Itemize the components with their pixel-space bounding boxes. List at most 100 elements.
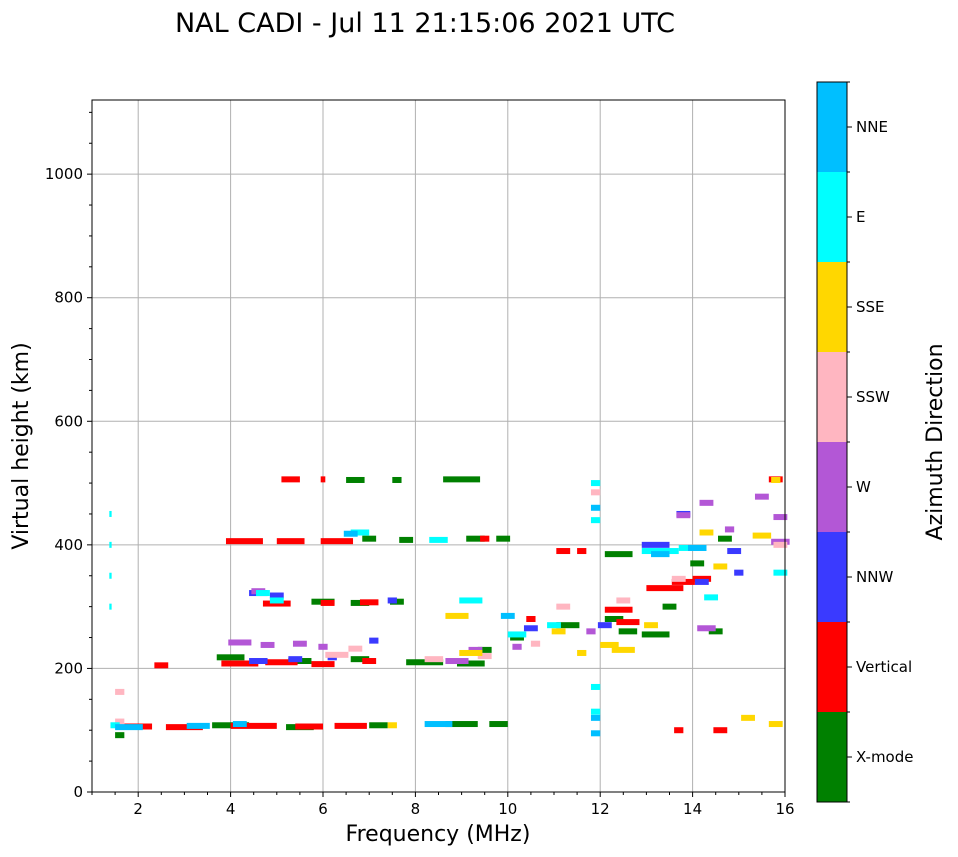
- x-tick-label: 10: [498, 800, 517, 818]
- colorbar-segment: [817, 712, 847, 802]
- data-point: [459, 597, 483, 604]
- data-point: [225, 538, 263, 545]
- data-point: [671, 575, 686, 582]
- series-ssw: [115, 489, 788, 725]
- data-point: [590, 504, 601, 511]
- data-point: [510, 634, 524, 641]
- data-point: [500, 612, 515, 619]
- data-point: [530, 640, 541, 647]
- data-point: [590, 517, 601, 524]
- data-point: [109, 541, 112, 548]
- data-point: [604, 551, 633, 558]
- plot-frame: [91, 99, 786, 793]
- data-point: [694, 578, 709, 585]
- series-sse: [387, 476, 783, 729]
- colorbar-segment: [817, 532, 847, 622]
- data-point: [556, 622, 580, 629]
- data-point: [741, 714, 755, 721]
- data-point: [269, 597, 284, 604]
- data-point: [526, 616, 536, 622]
- data-point: [523, 625, 538, 632]
- data-point: [154, 662, 169, 669]
- data-point: [641, 548, 679, 555]
- x-tick-label: 6: [318, 800, 328, 818]
- data-point: [320, 599, 335, 606]
- data-point: [265, 659, 298, 666]
- data-point: [699, 499, 714, 506]
- data-point: [232, 721, 247, 728]
- data-point: [115, 732, 125, 739]
- data-point: [362, 658, 377, 665]
- data-point: [604, 616, 624, 622]
- data-point: [468, 646, 483, 653]
- colorbar-segment: [817, 442, 847, 532]
- colorbar: X-mode Vertical NNW W SSW SSE E NNE: [816, 81, 913, 803]
- data-point: [604, 606, 633, 613]
- data-point: [611, 646, 635, 653]
- x-tick-label: 12: [591, 800, 610, 818]
- data-point: [348, 645, 363, 652]
- data-point: [551, 628, 566, 635]
- data-point: [512, 643, 522, 650]
- data-point: [641, 631, 670, 638]
- data-point: [547, 622, 561, 629]
- data-point: [359, 599, 379, 606]
- series-w: [228, 493, 790, 665]
- data-point: [477, 653, 492, 660]
- y-tick-label: 400: [54, 536, 83, 554]
- data-point: [466, 535, 485, 542]
- data-point: [392, 476, 402, 483]
- data-point: [281, 476, 300, 483]
- data-point: [590, 489, 601, 496]
- data-point: [616, 619, 640, 626]
- colorbar-segment: [817, 352, 847, 442]
- data-point: [350, 529, 370, 536]
- data-point: [586, 628, 596, 635]
- colorbar-frame: [816, 81, 848, 803]
- data-point: [311, 661, 335, 668]
- x-tick-label: 14: [683, 800, 702, 818]
- y-tick-label: 200: [54, 659, 83, 677]
- colorbar-label: SSW: [856, 388, 890, 406]
- data-point: [399, 536, 414, 543]
- colorbar-label: Vertical: [856, 658, 912, 676]
- data-point: [590, 730, 601, 737]
- data-point: [699, 529, 714, 536]
- data-point: [704, 594, 719, 601]
- data-point: [256, 590, 270, 597]
- data-point: [424, 656, 444, 663]
- data-point: [262, 600, 291, 607]
- data-point: [651, 551, 670, 558]
- data-point: [752, 532, 772, 539]
- data-point: [646, 585, 684, 592]
- data-point: [713, 563, 728, 570]
- data-point: [216, 654, 245, 661]
- data-point: [773, 541, 788, 548]
- series-vertical: [124, 476, 783, 734]
- data-point: [230, 722, 277, 729]
- data-point: [249, 658, 268, 665]
- data-point: [477, 646, 492, 653]
- data-point: [590, 480, 601, 487]
- data-point: [718, 535, 732, 542]
- x-tick-label: 8: [411, 800, 421, 818]
- grid-lines: [92, 100, 786, 793]
- x-tick-label: 2: [133, 800, 143, 818]
- data-point: [228, 639, 252, 646]
- data-point: [687, 544, 707, 551]
- y-tick-label: 800: [54, 289, 83, 307]
- y-tick-label: 600: [54, 412, 83, 430]
- data-point: [325, 651, 349, 658]
- colorbar-label: E: [856, 208, 865, 226]
- data-point: [496, 535, 511, 542]
- data-point: [269, 592, 284, 599]
- data-point: [109, 603, 112, 610]
- data-point: [115, 718, 125, 725]
- data-point: [697, 625, 716, 632]
- chart-title: NAL CADI - Jul 11 21:15:06 2021 UTC: [175, 8, 675, 39]
- data-point: [600, 641, 619, 648]
- data-point: [590, 708, 601, 715]
- data-point: [186, 722, 210, 729]
- x-axis-ticks: 2 4 6 8 10 12 14 16: [91, 792, 795, 818]
- y-axis-ticks: 0 200 400 600 800 1000: [45, 111, 92, 801]
